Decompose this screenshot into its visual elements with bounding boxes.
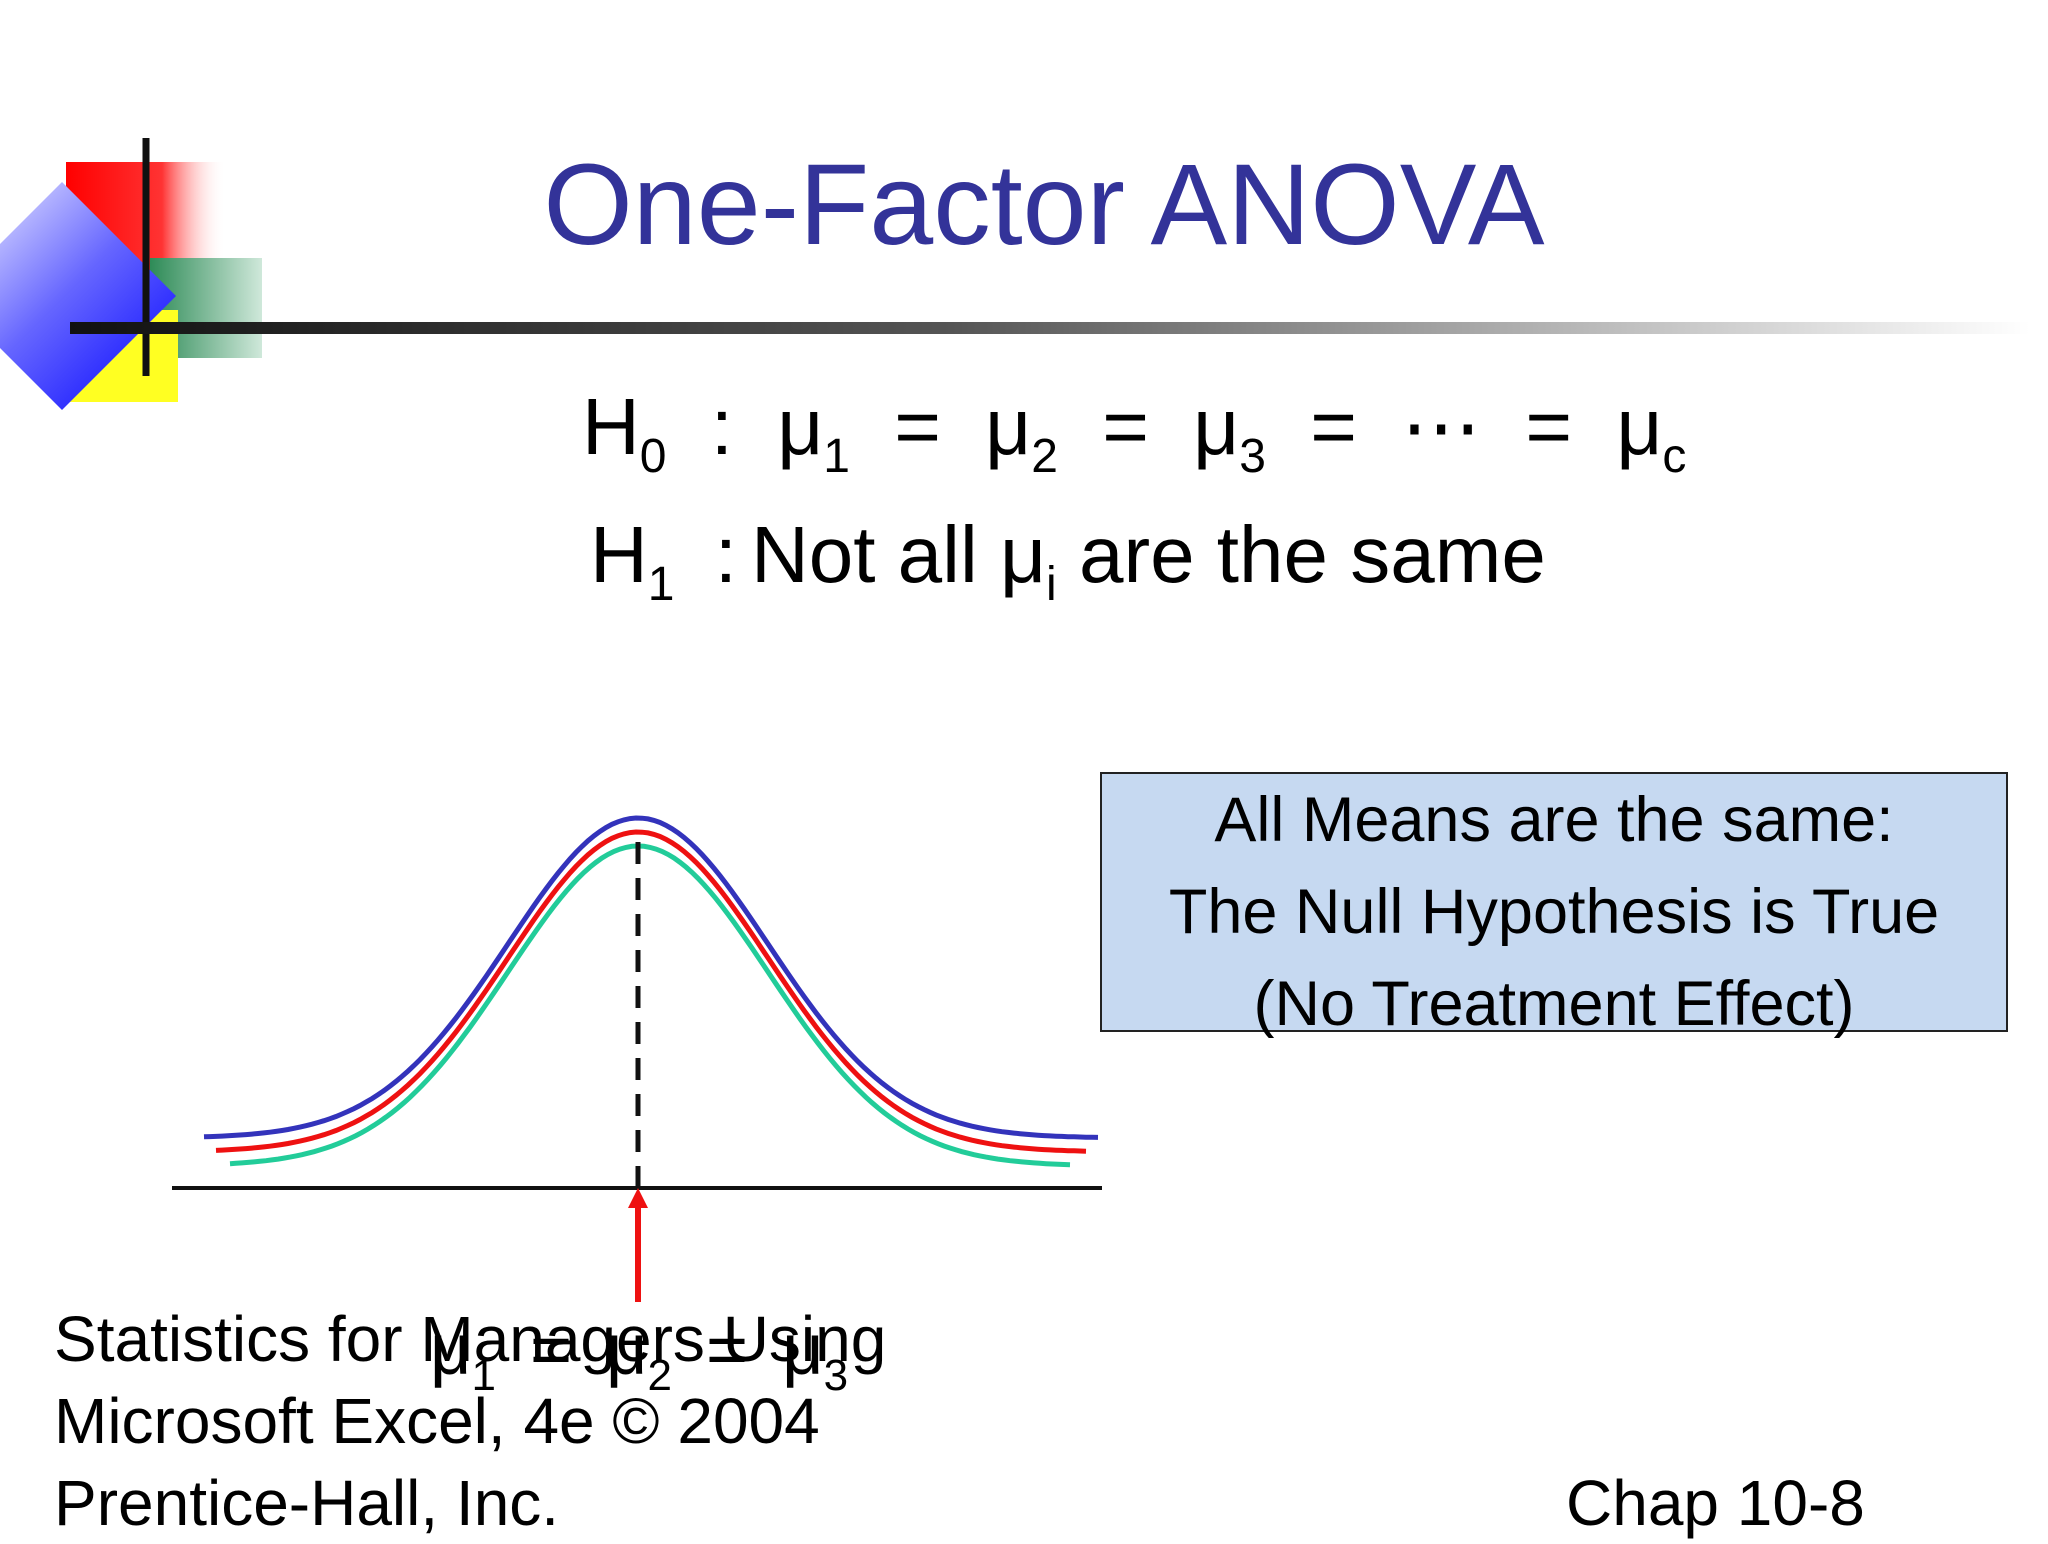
mean-arrow-head [628, 1188, 648, 1208]
h0-term: μ [1616, 382, 1663, 471]
null-true-callout: All Means are the same: The Null Hypothe… [1100, 772, 2008, 1039]
h0-label: H [582, 382, 640, 471]
h0-term: ⋯ [1401, 382, 1482, 471]
h1-text-before: Not all [750, 510, 978, 599]
h1-text-after: are the same [1078, 510, 1546, 599]
distribution-curve-1 [203, 815, 1099, 1140]
callout-line: All Means are the same: [1214, 785, 1894, 855]
h0-term: μ [1193, 382, 1240, 471]
alternative-hypothesis: H1 : Not all μi are the same [590, 510, 1546, 611]
slide-logo [0, 138, 262, 410]
slide-number: Chap 10-8 [1566, 1467, 1865, 1539]
callout-line: (No Treatment Effect) [1253, 969, 1855, 1039]
h0-label-sub: 0 [639, 430, 667, 483]
title-underline [70, 322, 2030, 334]
footer-citation: Statistics for Managers Using Microsoft … [54, 1303, 887, 1539]
identical-distributions-diagram [172, 815, 1102, 1302]
slide-title: One-Factor ANOVA [543, 141, 1545, 269]
h1-label: H [590, 510, 648, 599]
h1-label-sub: 1 [647, 558, 675, 611]
distribution-curve-3 [229, 843, 1071, 1168]
equal-means-equation: μ1 = μ2 = μ3 [430, 1310, 849, 1400]
h0-term: μ [777, 382, 824, 471]
distribution-curve-2 [215, 829, 1087, 1154]
h1-mu-sub: i [1046, 558, 1057, 611]
h0-term: μ [985, 382, 1032, 471]
null-hypothesis: H0 : μ1 = μ2 = μ3 = ⋯ = μc [582, 382, 1687, 483]
callout-line: The Null Hypothesis is True [1168, 877, 1940, 947]
h1-mu: μ [999, 510, 1047, 599]
